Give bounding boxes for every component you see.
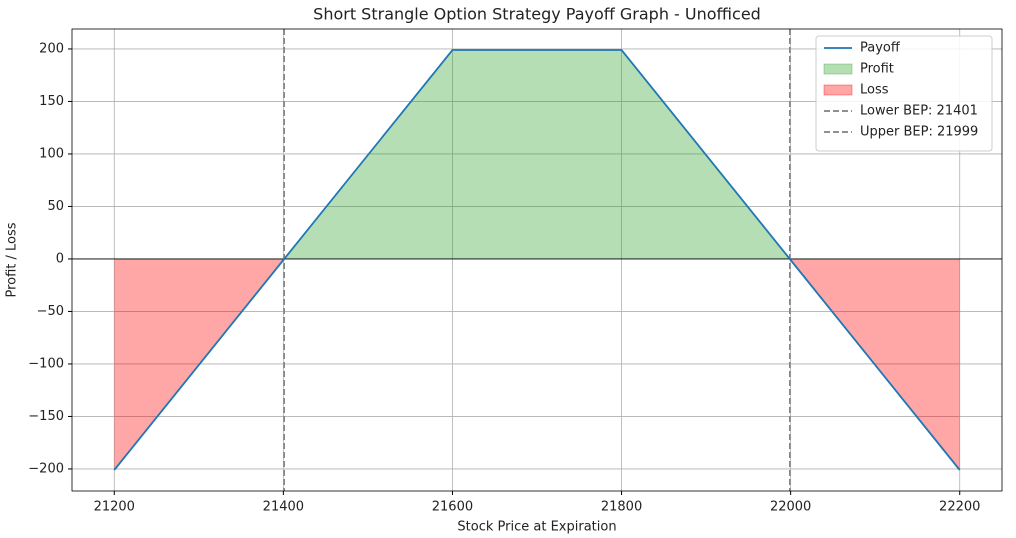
x-tick-label: 21800	[601, 500, 642, 515]
y-tick-label: −100	[28, 356, 64, 371]
legend-label: Lower BEP: 21401	[860, 104, 978, 119]
y-axis-label: Profit / Loss	[5, 222, 20, 297]
payoff-line	[113, 49, 961, 471]
y-tick-label: 0	[56, 251, 64, 266]
legend-swatch	[823, 63, 853, 75]
y-tick-label: −200	[28, 461, 64, 476]
fill-area	[114, 258, 960, 470]
x-tick-label: 22000	[770, 500, 811, 515]
x-axis-label: Stock Price at Expiration	[457, 520, 616, 535]
legend-label: Profit	[860, 62, 894, 77]
x-tick-label: 21600	[432, 500, 473, 515]
legend-swatch	[823, 84, 853, 96]
y-tick-label: 100	[39, 146, 64, 161]
x-tick-label: 21400	[263, 500, 304, 515]
y-tick-label: 50	[47, 199, 64, 214]
y-tick-label: 200	[39, 41, 64, 56]
y-tick-label: 150	[39, 94, 64, 109]
legend-box	[815, 35, 993, 152]
fill-area	[114, 50, 960, 259]
y-tick-label: −150	[28, 409, 64, 424]
legend-label: Loss	[860, 83, 889, 98]
x-tick-label: 21200	[94, 500, 135, 515]
legend-label: Payoff	[860, 41, 901, 56]
chart-title: Short Strangle Option Strategy Payoff Gr…	[313, 5, 761, 24]
y-tick-label: −50	[37, 304, 64, 319]
legend-label: Upper BEP: 21999	[860, 125, 978, 140]
x-tick-label: 22200	[939, 500, 980, 515]
plot-frame	[71, 28, 1003, 492]
